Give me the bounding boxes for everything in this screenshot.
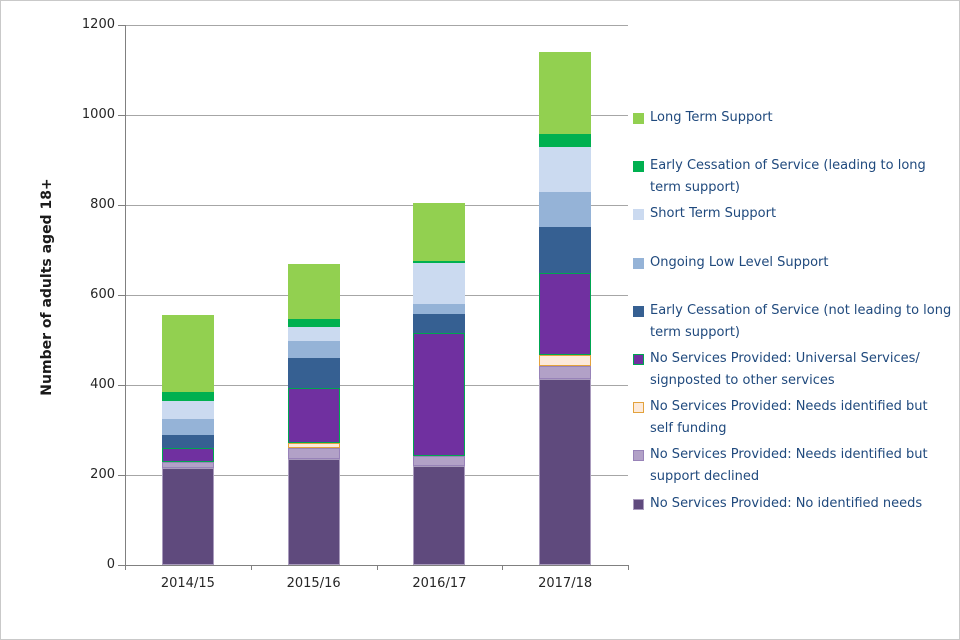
y-axis-tick	[118, 565, 125, 566]
y-tick-label: 1200	[81, 17, 115, 32]
legend-item: No Services Provided: Universal Services…	[633, 348, 920, 392]
bar-segment	[161, 468, 214, 565]
bar-segment	[539, 366, 592, 380]
legend-label: No Services Provided: No identified need…	[650, 495, 923, 511]
gridline	[125, 115, 628, 116]
legend-item: No Services Provided: Needs identified b…	[633, 396, 928, 440]
y-axis-tick	[118, 115, 125, 116]
gridline	[125, 25, 628, 26]
x-axis-tick	[125, 565, 126, 570]
legend-item: Ongoing Low Level Support	[633, 252, 828, 274]
legend-item: No Services Provided: Needs identified b…	[633, 444, 928, 488]
bar-segment	[413, 263, 466, 304]
y-tick-label: 200	[90, 467, 115, 482]
legend-label: Early Cessation of Service (not leading …	[650, 302, 952, 340]
bar-segment	[161, 315, 214, 392]
legend-item: Long Term Support	[633, 107, 773, 129]
bar-segment	[539, 134, 592, 148]
legend-label: Early Cessation of Service (leading to l…	[650, 158, 926, 196]
legend-label: Ongoing Low Level Support	[650, 254, 829, 270]
legend-swatch	[633, 305, 644, 317]
y-axis-line	[125, 25, 126, 565]
bar-segment	[287, 388, 340, 443]
x-axis-label: 2014/15	[160, 576, 215, 591]
gridline	[125, 205, 628, 206]
bar-segment	[161, 391, 214, 401]
x-axis-tick	[628, 565, 629, 570]
x-axis-tick	[502, 565, 504, 570]
gridline	[125, 475, 628, 476]
bar-segment	[539, 147, 592, 192]
y-tick-label: 1000	[81, 107, 115, 122]
bar-segment	[413, 203, 466, 261]
x-axis-tick	[250, 565, 252, 570]
legend-swatch	[633, 354, 644, 365]
x-axis-label: 2016/17	[412, 576, 467, 591]
bar-2017/18	[539, 25, 592, 565]
bar-segment	[287, 318, 340, 328]
legend-swatch	[633, 209, 644, 221]
bar-segment	[539, 354, 592, 367]
gridline	[125, 295, 628, 296]
gridline	[125, 385, 628, 386]
bar-segment	[539, 191, 592, 227]
legend-item: No Services Provided: No identified need…	[633, 493, 922, 515]
bar-segment	[161, 461, 214, 469]
x-axis-label: 2017/18	[538, 576, 593, 591]
x-axis-label: 2015/16	[286, 576, 341, 591]
chart-legend: Long Term Support Early Cessation of Serv…	[633, 0, 960, 640]
bar-segment	[413, 260, 466, 264]
legend-label: No Services Provided: Universal Services…	[650, 351, 920, 388]
y-axis-title: Number of adults aged 18+	[39, 178, 55, 396]
legend-swatch	[633, 113, 644, 124]
bar-segment	[161, 448, 214, 462]
y-tick-label: 800	[90, 197, 115, 212]
bar-segment	[161, 434, 214, 448]
bar-segment	[161, 418, 214, 435]
bar-segment	[287, 442, 340, 449]
bar-segment	[539, 226, 592, 274]
bar-segment	[287, 448, 340, 460]
bar-segment	[287, 263, 340, 319]
y-axis-tick	[118, 475, 125, 476]
bar-segment	[287, 358, 340, 389]
legend-item: Early Cessation of Service (leading to l…	[633, 155, 926, 199]
legend-item: Early Cessation of Service (not leading …	[633, 300, 951, 344]
bar-segment	[539, 273, 592, 355]
bar-segment	[413, 456, 466, 466]
bar-segment	[413, 466, 466, 565]
legend-swatch	[633, 257, 644, 269]
y-axis-tick	[118, 385, 125, 386]
bar-2016/17	[413, 25, 466, 565]
y-axis-tick	[118, 295, 125, 296]
x-axis-tick	[376, 565, 378, 570]
legend-swatch	[633, 498, 644, 510]
bar-segment	[539, 379, 592, 565]
y-axis-tick	[118, 205, 125, 206]
bar-2015/16	[287, 25, 340, 565]
legend-label: No Services Provided: Needs identified b…	[650, 447, 928, 485]
legend-swatch	[633, 402, 644, 414]
bar-segment	[287, 341, 340, 358]
legend-swatch	[633, 161, 644, 173]
bar-segment	[287, 327, 340, 342]
y-tick-label: 400	[90, 377, 115, 392]
y-tick-label: 600	[90, 287, 115, 302]
bar-segment	[413, 303, 466, 315]
legend-swatch	[633, 450, 644, 462]
legend-label: Short Term Support	[650, 206, 777, 222]
bar-segment	[413, 314, 466, 334]
bar-segment	[413, 333, 466, 457]
bar-segment	[161, 400, 214, 419]
y-tick-label: 0	[106, 557, 115, 572]
bar-segment	[287, 459, 340, 565]
legend-item: Short Term Support	[633, 203, 776, 225]
bar-2014/15	[161, 25, 214, 565]
bar-segment	[539, 51, 592, 135]
legend-label: No Services Provided: Needs identified b…	[650, 399, 928, 437]
legend-label: Long Term Support	[650, 110, 773, 125]
y-axis-tick	[118, 25, 125, 26]
